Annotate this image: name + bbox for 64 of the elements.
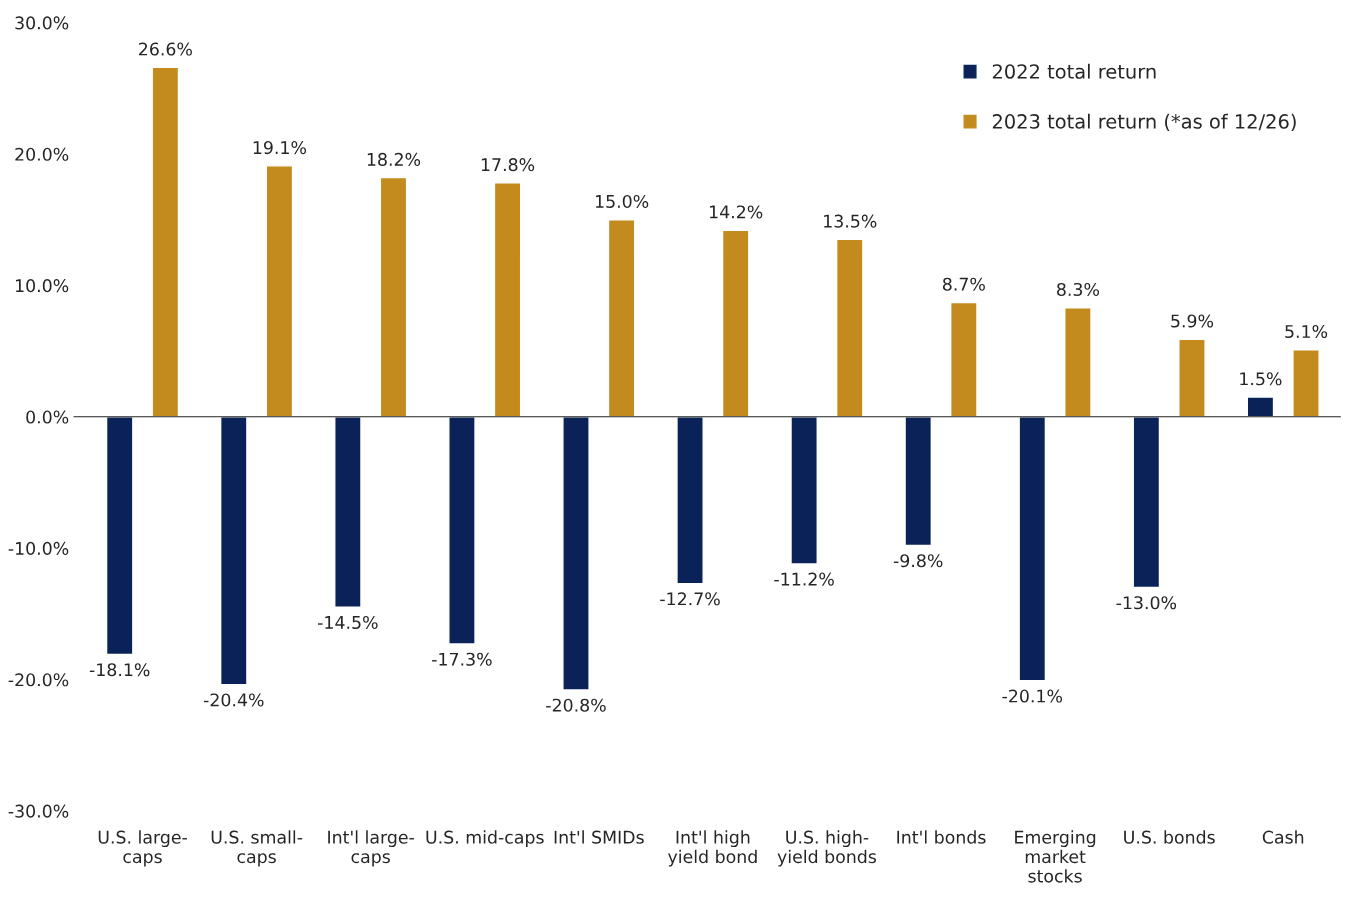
y-tick-label: 30.0% xyxy=(15,16,69,30)
data-label: 17.8% xyxy=(481,158,535,172)
data-label: -18.1% xyxy=(89,663,150,677)
data-label: -12.7% xyxy=(660,592,720,606)
bar xyxy=(904,416,933,547)
bar xyxy=(493,182,522,418)
bar xyxy=(607,219,636,418)
y-tick-label: 20.0% xyxy=(15,147,69,161)
y-tick-label: 10.0% xyxy=(15,279,69,293)
data-label: -9.8% xyxy=(893,554,943,568)
x-tick-label: U.S. mid-caps xyxy=(426,830,544,848)
legend-label: 2022 total return xyxy=(992,63,1156,79)
bar xyxy=(790,416,818,565)
bar xyxy=(448,416,476,645)
x-tick-label: U.S. bonds xyxy=(1124,830,1215,844)
y-tick-label: -20.0% xyxy=(8,673,69,687)
bar xyxy=(1292,349,1320,418)
x-tick-label: Emerging market stocks xyxy=(1015,830,1096,883)
bar xyxy=(334,416,362,608)
data-label: -20.4% xyxy=(203,693,264,707)
x-tick-label: U.S. large- caps xyxy=(98,830,187,867)
x-tick-label: Int'l high yield bond xyxy=(667,830,757,867)
x-tick-label: U.S. small- caps xyxy=(211,830,303,867)
data-label: 13.5% xyxy=(824,214,877,228)
bar xyxy=(151,66,180,418)
data-label: -14.5% xyxy=(318,615,378,630)
bar xyxy=(1178,338,1206,418)
data-label: 15.0% xyxy=(595,194,649,209)
data-label: 1.5% xyxy=(1240,372,1282,386)
bar xyxy=(562,416,590,691)
data-label: -11.2% xyxy=(774,572,834,586)
x-tick-label: Int'l large- caps xyxy=(328,830,414,867)
data-label: 8.3% xyxy=(1057,282,1099,297)
bar xyxy=(1064,307,1092,418)
bar xyxy=(1246,396,1275,418)
data-label: 19.1% xyxy=(253,141,307,155)
bar xyxy=(105,416,134,656)
legend-label: 2023 total return (*as of 12/26) xyxy=(992,113,1296,132)
data-label: 18.2% xyxy=(367,152,421,166)
y-tick-label: -10.0% xyxy=(8,541,69,555)
data-label: -20.8% xyxy=(546,698,606,712)
data-label: -13.0% xyxy=(1116,596,1177,610)
bar xyxy=(1018,416,1047,682)
bar xyxy=(721,229,750,418)
bar xyxy=(219,416,248,686)
x-tick-label: Int'l SMIDs xyxy=(554,830,644,844)
y-tick-label: -30.0% xyxy=(8,804,69,818)
data-label: 14.2% xyxy=(710,205,763,219)
data-label: 5.9% xyxy=(1171,314,1214,328)
bar xyxy=(379,176,408,418)
data-label: -17.3% xyxy=(432,652,492,666)
bar xyxy=(1132,416,1161,589)
bar xyxy=(676,416,704,585)
data-label: 5.1% xyxy=(1285,324,1328,339)
y-tick-label: 0.0% xyxy=(26,410,69,424)
data-label: -20.1% xyxy=(1002,689,1063,703)
x-tick-label: Cash xyxy=(1262,830,1304,844)
bar xyxy=(950,301,978,418)
x-tick-label: U.S. high- yield bonds xyxy=(777,830,877,867)
data-label: 8.7% xyxy=(942,277,985,291)
data-label: 26.6% xyxy=(139,42,192,56)
bar xyxy=(835,238,864,418)
bar xyxy=(265,165,294,418)
x-tick-label: Int'l bonds xyxy=(897,830,986,844)
